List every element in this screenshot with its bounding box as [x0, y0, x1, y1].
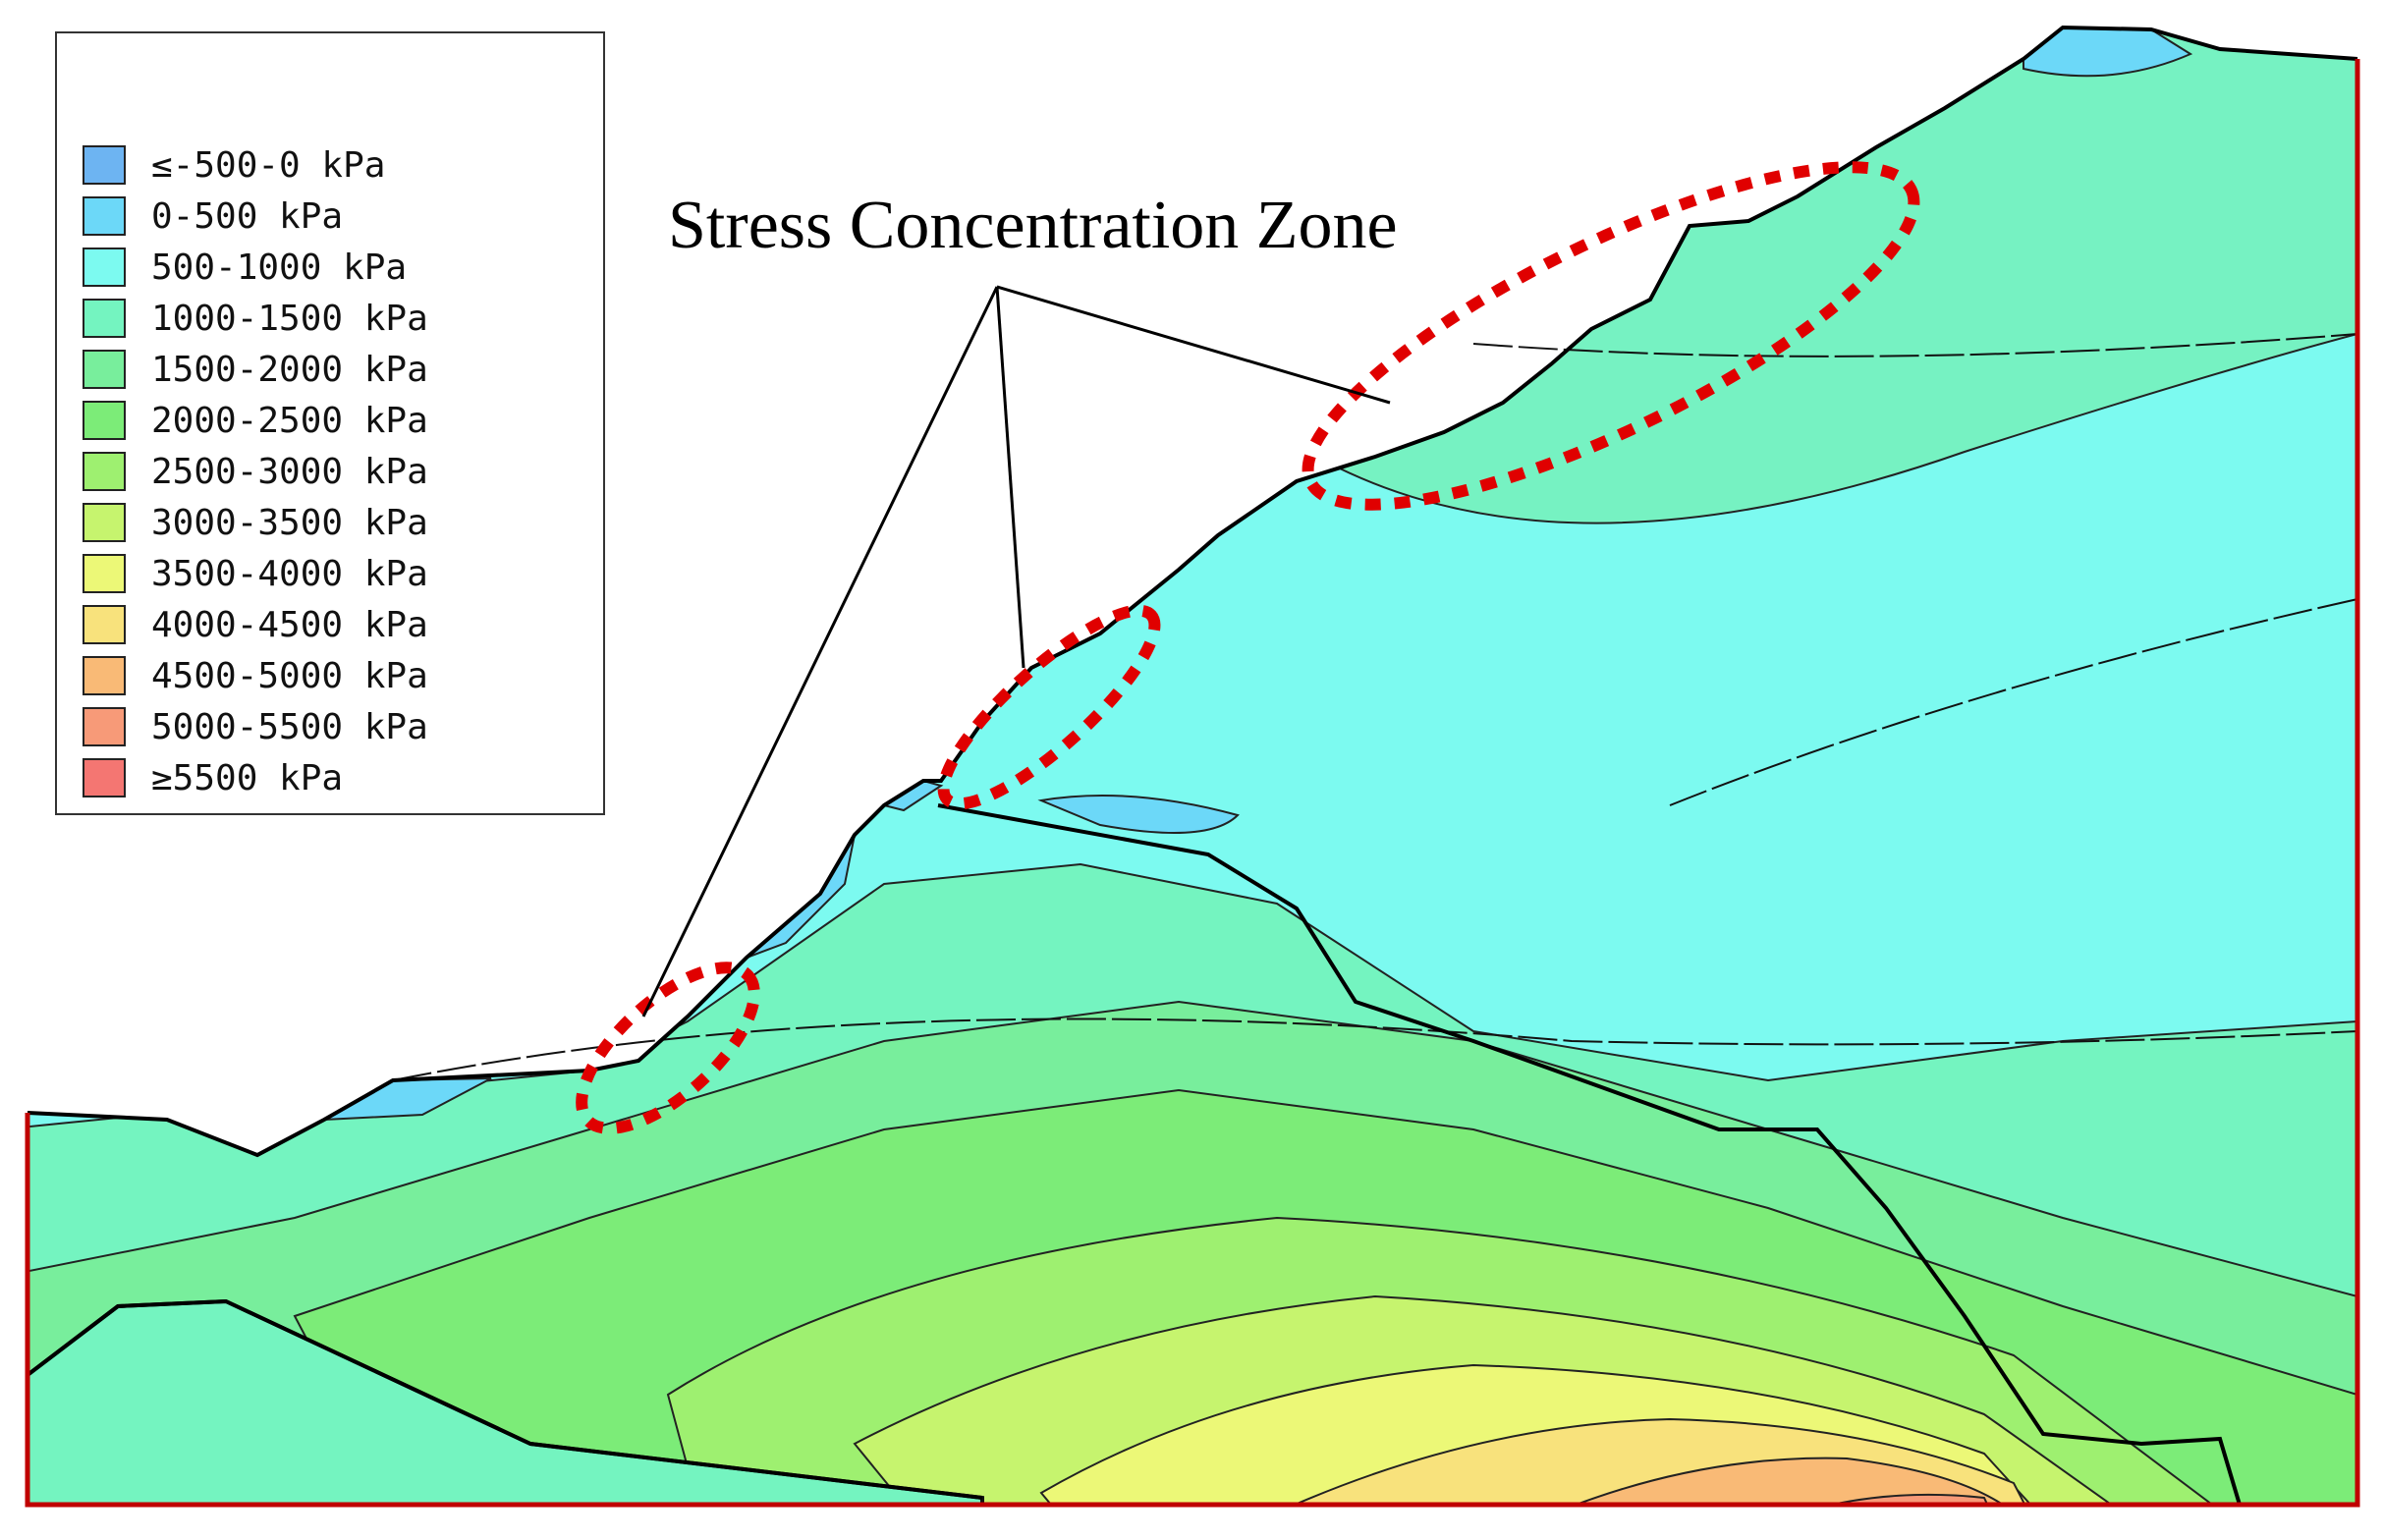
fault-lines — [26, 803, 2242, 1506]
legend-label: 1000-1500 kPa — [151, 298, 428, 339]
model-frame — [25, 59, 2360, 1508]
legend-swatch — [83, 656, 126, 695]
legend-item: 4500-5000 kPa — [83, 655, 428, 696]
legend-item: ≤-500-0 kPa — [83, 144, 385, 186]
annotation-label: Stress Concentration Zone — [668, 188, 1398, 263]
legend-swatch — [83, 299, 126, 338]
legend-label: 0-500 kPa — [151, 195, 344, 237]
band-5000-5500 — [1728, 1493, 2006, 1505]
band-over-5500 — [1906, 1515, 2014, 1540]
legend-item: 4000-4500 kPa — [83, 604, 428, 645]
legend-label: 4500-5000 kPa — [151, 655, 428, 696]
legend-item: 0-500 kPa — [83, 195, 343, 237]
legend-label: 500-1000 kPa — [151, 247, 408, 288]
legend-swatch — [83, 248, 126, 287]
legend-item: 3000-3500 kPa — [83, 502, 428, 543]
legend-swatch — [83, 503, 126, 542]
band-0-500-lens — [1037, 795, 1240, 834]
band-4500-5000 — [1530, 1457, 2025, 1505]
legend-label: 1500-2000 kPa — [151, 349, 428, 390]
legend-item: ≥5500 kPa — [83, 757, 343, 798]
legend-label: 2500-3000 kPa — [151, 451, 428, 492]
legend-item: 500-1000 kPa — [83, 247, 407, 288]
slope-surface — [27, 25, 2358, 1158]
legend-item: 1500-2000 kPa — [83, 349, 428, 390]
legend-swatch — [83, 401, 126, 440]
legend-label: 4000-4500 kPa — [151, 604, 428, 645]
legend-swatch — [83, 145, 126, 185]
legend-item: 2500-3000 kPa — [83, 451, 428, 492]
legend-swatch — [83, 758, 126, 798]
legend-label: ≤-500-0 kPa — [151, 144, 386, 186]
contour-lines — [392, 333, 2358, 1081]
legend-label: 3500-4000 kPa — [151, 553, 428, 594]
legend-swatch — [83, 196, 126, 236]
legend-label: ≥5500 kPa — [151, 757, 344, 798]
legend-swatch — [83, 707, 126, 746]
legend-swatch — [83, 452, 126, 491]
legend-label: 2000-2500 kPa — [151, 400, 428, 441]
legend: ≤-500-0 kPa 0-500 kPa 500-1000 kPa 1000-… — [55, 31, 605, 815]
annotation-leaders — [641, 285, 1391, 1018]
highlight-ellipses — [576, 161, 1920, 1134]
legend-label: 3000-3500 kPa — [151, 502, 428, 543]
highlight-zone-lower — [576, 962, 760, 1134]
highlight-zone-middle — [937, 604, 1161, 810]
legend-item: 3500-4000 kPa — [83, 553, 428, 594]
legend-label: 5000-5500 kPa — [151, 706, 428, 747]
legend-swatch — [83, 350, 126, 389]
legend-swatch — [83, 554, 126, 593]
legend-item: 1000-1500 kPa — [83, 298, 428, 339]
band-0-500-top — [2023, 28, 2193, 78]
legend-item: 2000-2500 kPa — [83, 400, 428, 441]
highlight-zone-upper — [1302, 161, 1920, 511]
legend-swatch — [83, 605, 126, 644]
legend-item: 5000-5500 kPa — [83, 706, 428, 747]
